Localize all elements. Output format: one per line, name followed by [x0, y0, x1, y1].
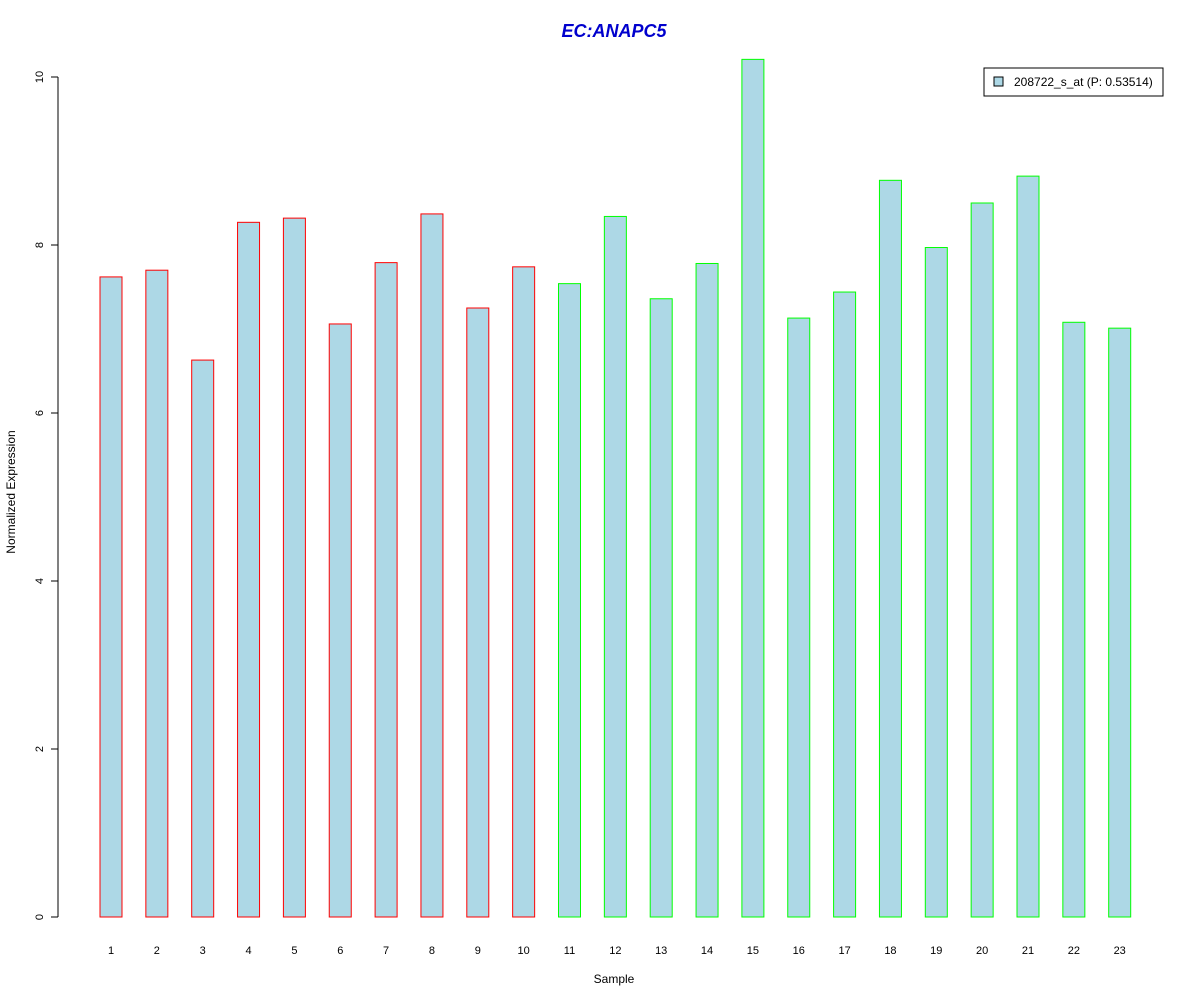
bar-sample-19 — [924, 247, 948, 918]
legend-box — [983, 67, 1164, 97]
bar-sample-16 — [787, 317, 811, 918]
x-tick-label: 15 — [747, 945, 759, 957]
y-tick-label: 4 — [34, 578, 46, 584]
x-tick-label: 19 — [930, 945, 942, 957]
legend-swatch — [993, 76, 1004, 87]
bar-sample-1 — [99, 276, 123, 918]
x-tick-label: 16 — [793, 945, 805, 957]
y-axis-title: Normalized Expression — [4, 430, 18, 553]
y-tick-label: 6 — [34, 410, 46, 416]
x-tick-label: 1 — [108, 945, 114, 957]
x-tick-label: 17 — [838, 945, 850, 957]
bar-sample-3 — [191, 359, 215, 918]
x-tick-label: 5 — [291, 945, 297, 957]
bar-sample-5 — [282, 217, 306, 918]
x-tick-label: 3 — [200, 945, 206, 957]
bar-sample-23 — [1108, 327, 1132, 918]
x-tick-label: 4 — [245, 945, 251, 957]
x-tick-label: 22 — [1068, 945, 1080, 957]
x-tick-label: 2 — [154, 945, 160, 957]
bar-sample-10 — [512, 266, 536, 918]
x-tick-label: 23 — [1114, 945, 1126, 957]
y-tick-label: 2 — [34, 746, 46, 752]
x-tick-label: 9 — [475, 945, 481, 957]
x-tick-label: 14 — [701, 945, 713, 957]
bar-sample-21 — [1016, 175, 1040, 918]
x-tick-label: 20 — [976, 945, 988, 957]
bar-sample-12 — [603, 215, 627, 918]
bar-sample-11 — [558, 283, 581, 918]
bars — [99, 58, 1132, 918]
x-tick-label: 8 — [429, 945, 435, 957]
bar-sample-4 — [237, 221, 261, 918]
x-axis-title: Sample — [594, 972, 635, 986]
legend-series-label: 208722_s_at (P: 0.53514) — [1014, 75, 1153, 89]
bar-sample-6 — [328, 323, 352, 918]
bar-sample-8 — [420, 213, 444, 918]
x-tick-label: 10 — [518, 945, 530, 957]
bar-sample-17 — [833, 291, 857, 918]
y-tick-label: 0 — [34, 914, 46, 920]
bar-sample-14 — [695, 262, 719, 918]
chart-title: EC:ANAPC5 — [561, 21, 667, 41]
bar-sample-13 — [649, 298, 673, 918]
x-tick-label: 7 — [383, 945, 389, 957]
x-tick-label: 13 — [655, 945, 667, 957]
x-tick-label: 11 — [564, 945, 575, 957]
bar-sample-18 — [878, 179, 902, 918]
bar-sample-20 — [970, 202, 994, 918]
x-tick-label: 21 — [1022, 945, 1034, 957]
bar-sample-2 — [145, 269, 169, 918]
bar-sample-22 — [1062, 321, 1086, 918]
bar-sample-15 — [741, 58, 765, 918]
bar-sample-9 — [466, 307, 490, 918]
x-tick-label: 18 — [884, 945, 896, 957]
y-tick-label: 10 — [34, 71, 46, 83]
x-tick-label: 6 — [337, 945, 343, 957]
x-tick-label: 12 — [609, 945, 621, 957]
y-tick-label: 8 — [34, 242, 46, 248]
bar-sample-7 — [374, 262, 398, 918]
legend: 208722_s_at (P: 0.53514) — [983, 67, 1164, 97]
x-tick-labels: 1 2 3 4 5 6 7 8 9 10 11 12 13 14 15 16 17 18 19 20 21 22 23 — [108, 945, 1126, 957]
y-axis: 0 2 4 6 8 10 — [34, 71, 59, 920]
